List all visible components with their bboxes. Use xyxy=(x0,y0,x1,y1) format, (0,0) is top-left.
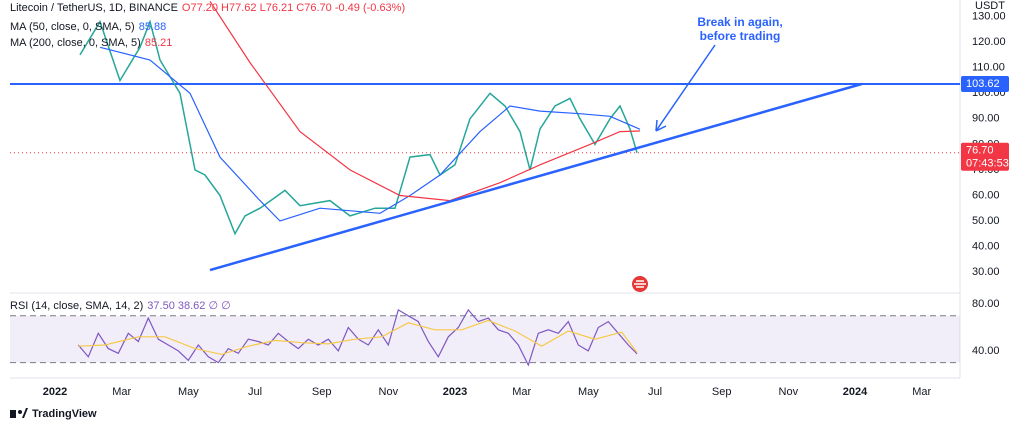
main-legend-part: O77.20 H77.62 L76.21 C76.70 -0.49 (-0.63… xyxy=(182,2,405,14)
x-tick-label: Nov xyxy=(779,386,799,398)
logo-mark xyxy=(18,410,22,414)
x-tick-label: 2024 xyxy=(843,386,868,398)
ma200-legend: MA (200, close, 0, SMA, 5) 85.21 xyxy=(10,37,172,49)
ma50-legend: MA (50, close, 0, SMA, 5) 85.88 xyxy=(10,21,166,33)
x-tick-label: Sep xyxy=(712,386,732,398)
x-tick-label: Sep xyxy=(312,386,332,398)
y-tick-label: 90.00 xyxy=(972,113,1000,125)
x-tick-label: Jul xyxy=(648,386,662,398)
last-price-tag xyxy=(961,142,1009,171)
y-tick-label: 130.00 xyxy=(972,11,1006,23)
event-icon-glyph xyxy=(634,280,646,288)
ma200-legend-part: MA (200, close, 0, SMA, 5) xyxy=(10,37,141,49)
logo-mark xyxy=(22,408,28,418)
logo-mark xyxy=(10,410,16,418)
rsi-legend: RSI (14, close, SMA, 14, 2) 37.50 38.62 ∅… xyxy=(10,300,231,312)
x-tick-label: 2023 xyxy=(443,386,467,398)
x-tick-label: Mar xyxy=(912,386,931,398)
trendline xyxy=(209,82,863,272)
resistance-label: 103.62 xyxy=(966,78,1000,90)
countdown-label: 07:43:53 xyxy=(966,158,1009,170)
main-legend-part: Litecoin / TetherUS, 1D, BINANCE xyxy=(10,2,178,14)
annotation-text: Break in again, xyxy=(697,15,782,29)
last-price-label: 76.70 xyxy=(966,145,994,157)
main-legend: Litecoin / TetherUS, 1D, BINANCE O77.20 H… xyxy=(10,2,405,14)
y-tick-label: 30.00 xyxy=(972,266,1000,278)
rsi-tick-label: 80.00 xyxy=(972,298,1000,310)
tradingview-logo: TradingView xyxy=(10,408,97,420)
y-tick-label: 50.00 xyxy=(972,215,1000,227)
rsi-legend-part: 37.50 38.62 ∅ ∅ xyxy=(147,300,230,312)
annotation-arrow xyxy=(655,44,716,132)
rsi-band xyxy=(10,315,960,363)
resistance-tag xyxy=(961,76,1009,93)
series-line xyxy=(79,19,638,236)
ma50-legend-part: MA (50, close, 0, SMA, 5) xyxy=(10,21,135,33)
x-tick-label: May xyxy=(578,386,599,398)
ma50-legend-part: 85.88 xyxy=(139,21,167,33)
x-tick-label: 2022 xyxy=(43,386,67,398)
currency-label: USDT xyxy=(975,0,1005,12)
y-tick-label: 110.00 xyxy=(972,62,1005,74)
logo-text: TradingView xyxy=(32,408,97,420)
series-line xyxy=(99,46,641,222)
rsi-legend-part: RSI (14, close, SMA, 14, 2) xyxy=(10,300,143,312)
y-tick-label: 120.00 xyxy=(972,36,1006,48)
series-line xyxy=(78,319,638,356)
rsi-tick-label: 40.00 xyxy=(972,345,1000,357)
ma200-legend-part: 85.21 xyxy=(145,37,173,49)
x-tick-label: Mar xyxy=(512,386,531,398)
x-tick-label: Nov xyxy=(379,386,399,398)
x-tick-label: Mar xyxy=(112,386,131,398)
y-tick-label: 40.00 xyxy=(972,240,1000,252)
annotation-text: before trading xyxy=(700,29,781,43)
x-tick-label: Jul xyxy=(248,386,262,398)
y-tick-label: 60.00 xyxy=(972,189,1000,201)
x-tick-label: May xyxy=(178,386,199,398)
